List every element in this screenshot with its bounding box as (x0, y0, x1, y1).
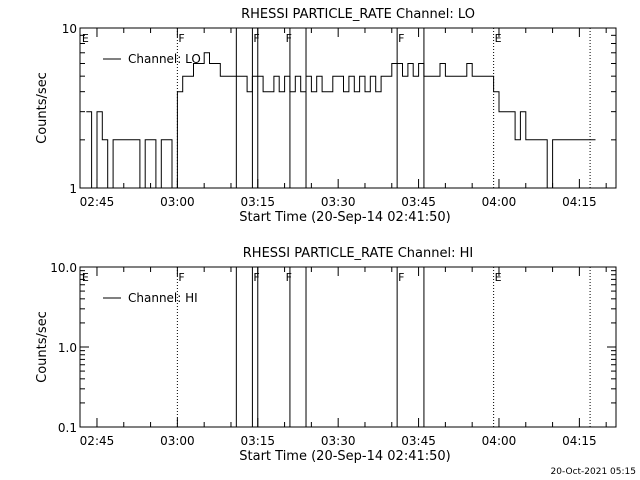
x-tick-label: 03:30 (321, 195, 356, 209)
flag-label-e: E (82, 271, 89, 284)
x-tick-label: 03:45 (401, 195, 436, 209)
x-tick-label: 04:15 (562, 195, 597, 209)
x-axis-label: Start Time (20-Sep-14 02:41:50) (239, 210, 450, 225)
x-tick-label: 03:00 (160, 195, 195, 209)
series-line (86, 52, 596, 189)
chart-panel-hi: RHESSI PARTICLE_RATE Channel: HI 0.1 1.0 10… (35, 246, 617, 464)
flag-label-f: F (398, 271, 404, 284)
flag-label-f: F (286, 271, 292, 284)
x-tick-label: 04:00 (482, 195, 517, 209)
flag-label-e: E (82, 32, 89, 45)
chart-panel-lo: RHESSI PARTICLE_RATE Channel: LO 1 10 02:45… (35, 7, 617, 225)
x-tick-label: 03:30 (321, 434, 356, 448)
y-tick-label: 1 (69, 182, 77, 196)
y-tick-label: 0.1 (58, 421, 77, 435)
x-tick-label: 04:15 (562, 434, 597, 448)
x-tick-label: 03:00 (160, 434, 195, 448)
y-tick-label: 1.0 (58, 341, 77, 355)
y-tick-label: 10 (62, 22, 77, 36)
flag-label-f: F (253, 271, 259, 284)
chart-title: RHESSI PARTICLE_RATE Channel: LO (241, 7, 475, 22)
chart-title: RHESSI PARTICLE_RATE Channel: HI (243, 246, 473, 261)
y-tick-label: 10.0 (50, 261, 77, 275)
x-axis-label: Start Time (20-Sep-14 02:41:50) (239, 449, 450, 464)
y-axis-label: Counts/sec (35, 311, 50, 383)
flag-label-f: F (253, 32, 259, 45)
x-tick-label: 03:45 (401, 434, 436, 448)
flag-label-f: F (178, 271, 184, 284)
flag-label-f: F (178, 32, 184, 45)
legend-entry: Channel: LO (128, 52, 201, 66)
footer-timestamp: 20-Oct-2021 05:15 (551, 467, 636, 477)
y-axis-label: Counts/sec (35, 72, 50, 144)
x-tick-label: 02:45 (80, 195, 115, 209)
flag-label-e: E (495, 271, 502, 284)
legend-entry: Channel: HI (128, 291, 198, 305)
x-tick-label: 03:15 (240, 195, 275, 209)
x-tick-label: 03:15 (240, 434, 275, 448)
flag-label-f: F (398, 32, 404, 45)
flag-label-f: F (286, 32, 292, 45)
x-tick-label: 02:45 (80, 434, 115, 448)
x-tick-label: 04:00 (482, 434, 517, 448)
plot-frame (79, 27, 617, 189)
flag-label-e: E (495, 32, 502, 45)
